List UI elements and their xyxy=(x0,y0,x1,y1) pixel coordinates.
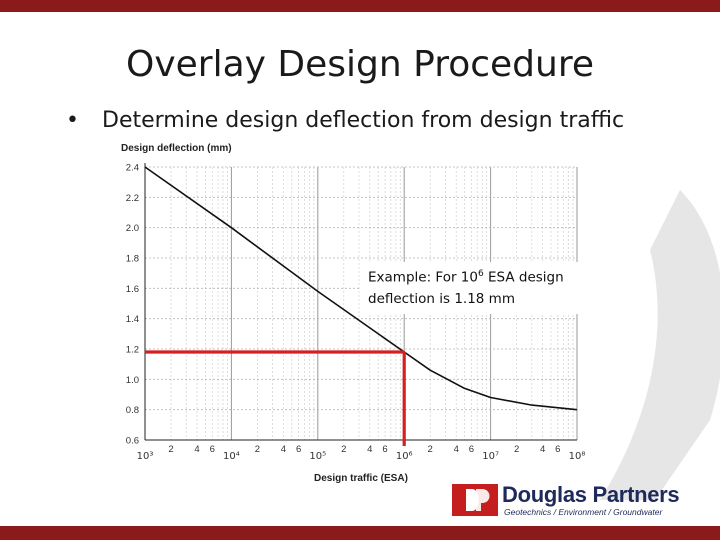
x-minor-label: 4 xyxy=(194,444,199,455)
douglas-partners-logo: Douglas Partners Geotechnics / Environme… xyxy=(452,480,702,520)
x-decade-label: 10⁵ xyxy=(309,451,326,462)
x-decade-label: 10⁷ xyxy=(482,451,499,462)
x-minor-label: 6 xyxy=(382,444,387,455)
y-tick-label: 1.2 xyxy=(126,345,139,356)
x-minor-label: 2 xyxy=(428,444,433,455)
callout-line2: deflection is 1.18 mm xyxy=(368,290,515,307)
dp-logo-icon xyxy=(452,484,498,516)
y-tick-label: 0.6 xyxy=(126,436,139,447)
x-minor-label: 6 xyxy=(296,444,301,455)
x-decade-label: 10⁴ xyxy=(223,451,240,462)
x-decade-label: 10⁸ xyxy=(569,451,586,462)
top-banner xyxy=(0,0,720,12)
y-tick-label: 2.2 xyxy=(126,193,139,204)
y-tick-label: 1.6 xyxy=(126,284,139,295)
x-minor-label: 4 xyxy=(367,444,372,455)
x-minor-label: 4 xyxy=(281,444,286,455)
x-decade-label: 10⁶ xyxy=(396,451,413,462)
bullet-dot: • xyxy=(66,108,79,133)
logo-name: Douglas Partners xyxy=(502,482,680,507)
x-minor-label: 2 xyxy=(341,444,346,455)
deflection-curve xyxy=(144,166,578,411)
x-minor-label: 2 xyxy=(168,444,173,455)
callout-mid: ESA design xyxy=(483,269,564,286)
x-minor-label: 4 xyxy=(454,444,459,455)
x-minor-label: 6 xyxy=(469,444,474,455)
x-minor-label: 2 xyxy=(255,444,260,455)
y-tick-label: 1.8 xyxy=(126,254,139,265)
watermark-logo-mark xyxy=(600,190,720,500)
y-axis-label: Design deflection (mm) xyxy=(121,143,232,154)
example-callout: Example: For 106 ESA design deflection i… xyxy=(360,262,578,314)
slide-title: Overlay Design Procedure xyxy=(125,44,595,85)
callout-prefix: Example: For 10 xyxy=(368,269,478,286)
x-minor-label: 2 xyxy=(514,444,519,455)
x-axis-label: Design traffic (ESA) xyxy=(314,473,408,484)
bullet-text: Determine design deflection from design … xyxy=(102,108,625,133)
y-tick-label: 1.4 xyxy=(126,314,139,325)
x-minor-label: 4 xyxy=(540,444,545,455)
y-tick-label: 1.0 xyxy=(126,375,139,386)
x-decade-label: 10³ xyxy=(137,451,154,462)
x-minor-label: 6 xyxy=(555,444,560,455)
y-tick-label: 2.4 xyxy=(126,163,139,174)
callout-exponent: 6 xyxy=(477,269,484,279)
logo-tagline: Geotechnics / Environment / Groundwater xyxy=(504,507,663,517)
y-tick-label: 0.8 xyxy=(126,405,139,416)
x-minor-label: 6 xyxy=(210,444,215,455)
bullet-point: • Determine design deflection from design… xyxy=(66,108,624,133)
y-tick-label: 2.0 xyxy=(126,223,139,234)
bottom-banner xyxy=(0,526,720,540)
